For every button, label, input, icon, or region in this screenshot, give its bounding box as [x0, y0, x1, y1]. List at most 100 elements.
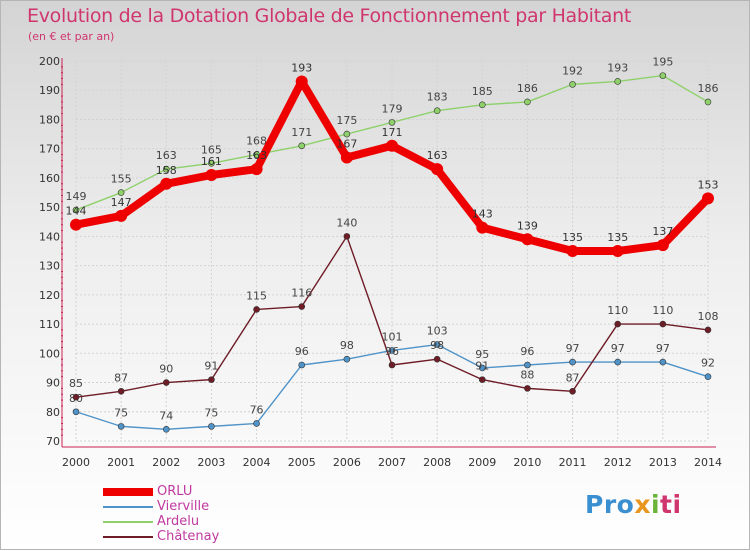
- data-point-chtenay: [208, 376, 215, 383]
- data-label-ardelu: 195: [652, 56, 673, 69]
- data-point-vierville: [433, 341, 441, 348]
- data-label-chtenay: 98: [430, 339, 444, 352]
- data-point-orlu: [702, 192, 714, 205]
- data-label-vierville: 101: [382, 330, 403, 343]
- y-tick-label: 180: [39, 113, 60, 126]
- data-label-vierville: 75: [204, 406, 218, 419]
- legend-label-orlu: ORLU: [157, 484, 193, 499]
- data-point-chtenay: [117, 388, 125, 395]
- data-point-vierville: [524, 361, 531, 369]
- data-label-chtenay: 87: [566, 371, 580, 384]
- data-point-orlu: [160, 177, 173, 190]
- data-point-orlu: [386, 139, 398, 152]
- data-label-ardelu: 193: [607, 61, 628, 74]
- data-point-ardelu: [117, 189, 125, 196]
- data-point-vierville: [208, 423, 215, 430]
- data-label-vierville: 97: [566, 342, 580, 355]
- data-label-vierville: 96: [520, 345, 534, 358]
- data-point-orlu: [295, 75, 308, 88]
- data-label-vierville: 95: [475, 348, 489, 361]
- data-label-ardelu: 155: [111, 173, 132, 186]
- y-tick-label: 80: [46, 406, 60, 419]
- data-label-vierville: 98: [340, 339, 354, 352]
- data-label-orlu: 171: [382, 126, 403, 139]
- data-point-chtenay: [388, 361, 396, 369]
- x-tick-label: 2007: [378, 456, 406, 469]
- data-point-ardelu: [343, 130, 351, 138]
- data-label-orlu: 163: [427, 149, 448, 162]
- data-label-ardelu: 179: [382, 102, 403, 115]
- data-label-ardelu: 163: [156, 149, 177, 162]
- data-point-ardelu: [72, 206, 80, 214]
- data-label-chtenay: 87: [114, 371, 128, 384]
- data-label-chtenay: 96: [385, 345, 399, 358]
- data-point-vierville: [388, 347, 396, 354]
- legend-item-orlu: ORLU: [103, 484, 263, 500]
- data-point-chtenay: [478, 376, 486, 383]
- data-label-orlu: 158: [156, 164, 177, 177]
- chart-title: Evolution de la Dotation Globale de Fonc…: [27, 5, 632, 27]
- data-label-vierville: 103: [427, 325, 448, 338]
- y-tick-label: 70: [46, 435, 60, 448]
- data-point-ardelu: [704, 98, 712, 106]
- legend-label-chtenay: Châtenay: [157, 529, 220, 544]
- data-point-orlu: [656, 239, 669, 252]
- y-tick-label: 140: [39, 230, 60, 243]
- legend-item-chtenay: Châtenay: [103, 529, 263, 545]
- data-label-ardelu: 183: [427, 91, 448, 104]
- x-tick-label: 2002: [152, 456, 180, 469]
- legend-swatch-vierville: [103, 506, 153, 508]
- data-point-vierville: [704, 373, 712, 380]
- data-point-chtenay: [569, 388, 576, 395]
- legend-swatch-chtenay: [103, 536, 153, 538]
- y-tick-label: 170: [39, 143, 60, 156]
- y-tick-label: 90: [46, 377, 60, 390]
- data-label-ardelu: 175: [336, 114, 357, 127]
- data-point-chtenay: [524, 385, 531, 392]
- x-tick-label: 2008: [423, 456, 451, 469]
- data-point-ardelu: [162, 165, 170, 173]
- data-label-ardelu: 192: [562, 64, 583, 77]
- data-label-chtenay: 140: [336, 216, 357, 229]
- data-label-orlu: 135: [607, 231, 628, 244]
- data-point-chtenay: [704, 326, 712, 334]
- data-point-ardelu: [298, 142, 306, 150]
- data-label-orlu: 163: [246, 149, 267, 162]
- legend-swatch-ardelu: [103, 521, 153, 523]
- data-label-orlu: 153: [698, 178, 719, 191]
- y-tick-label: 130: [39, 260, 60, 273]
- legend-swatch-orlu: [103, 488, 153, 496]
- data-point-ardelu: [659, 72, 667, 79]
- data-label-orlu: 144: [66, 205, 87, 218]
- data-point-chtenay: [614, 320, 622, 328]
- x-tick-label: 2010: [513, 456, 541, 469]
- data-point-ardelu: [614, 78, 622, 85]
- data-label-orlu: 135: [562, 231, 583, 244]
- data-label-vierville: 76: [250, 403, 264, 416]
- data-label-orlu: 167: [336, 137, 357, 150]
- data-label-vierville: 97: [656, 342, 670, 355]
- data-label-vierville: 96: [295, 345, 309, 358]
- x-tick-label: 2004: [243, 456, 271, 469]
- chart-subtitle: (en € et par an): [28, 30, 115, 43]
- data-point-chtenay: [343, 233, 351, 240]
- data-label-chtenay: 88: [520, 368, 534, 381]
- data-label-ardelu: 168: [246, 135, 267, 148]
- data-point-orlu: [431, 163, 444, 176]
- x-tick-label: 2005: [288, 456, 316, 469]
- y-tick-label: 120: [39, 289, 60, 302]
- legend-label-vierville: Vierville: [157, 499, 210, 514]
- data-label-orlu: 139: [517, 219, 538, 232]
- data-label-chtenay: 116: [291, 287, 312, 300]
- x-tick-label: 2013: [649, 456, 677, 469]
- data-point-vierville: [253, 420, 260, 427]
- data-point-ardelu: [208, 160, 215, 167]
- data-point-ardelu: [569, 81, 576, 88]
- x-tick-label: 2012: [604, 456, 632, 469]
- data-label-orlu: 193: [291, 61, 312, 74]
- x-tick-label: 2001: [107, 456, 135, 469]
- data-point-orlu: [250, 163, 263, 176]
- proxiti-logo: Proxiti: [585, 490, 682, 519]
- data-label-vierville: 74: [159, 409, 173, 422]
- data-point-ardelu: [524, 98, 531, 106]
